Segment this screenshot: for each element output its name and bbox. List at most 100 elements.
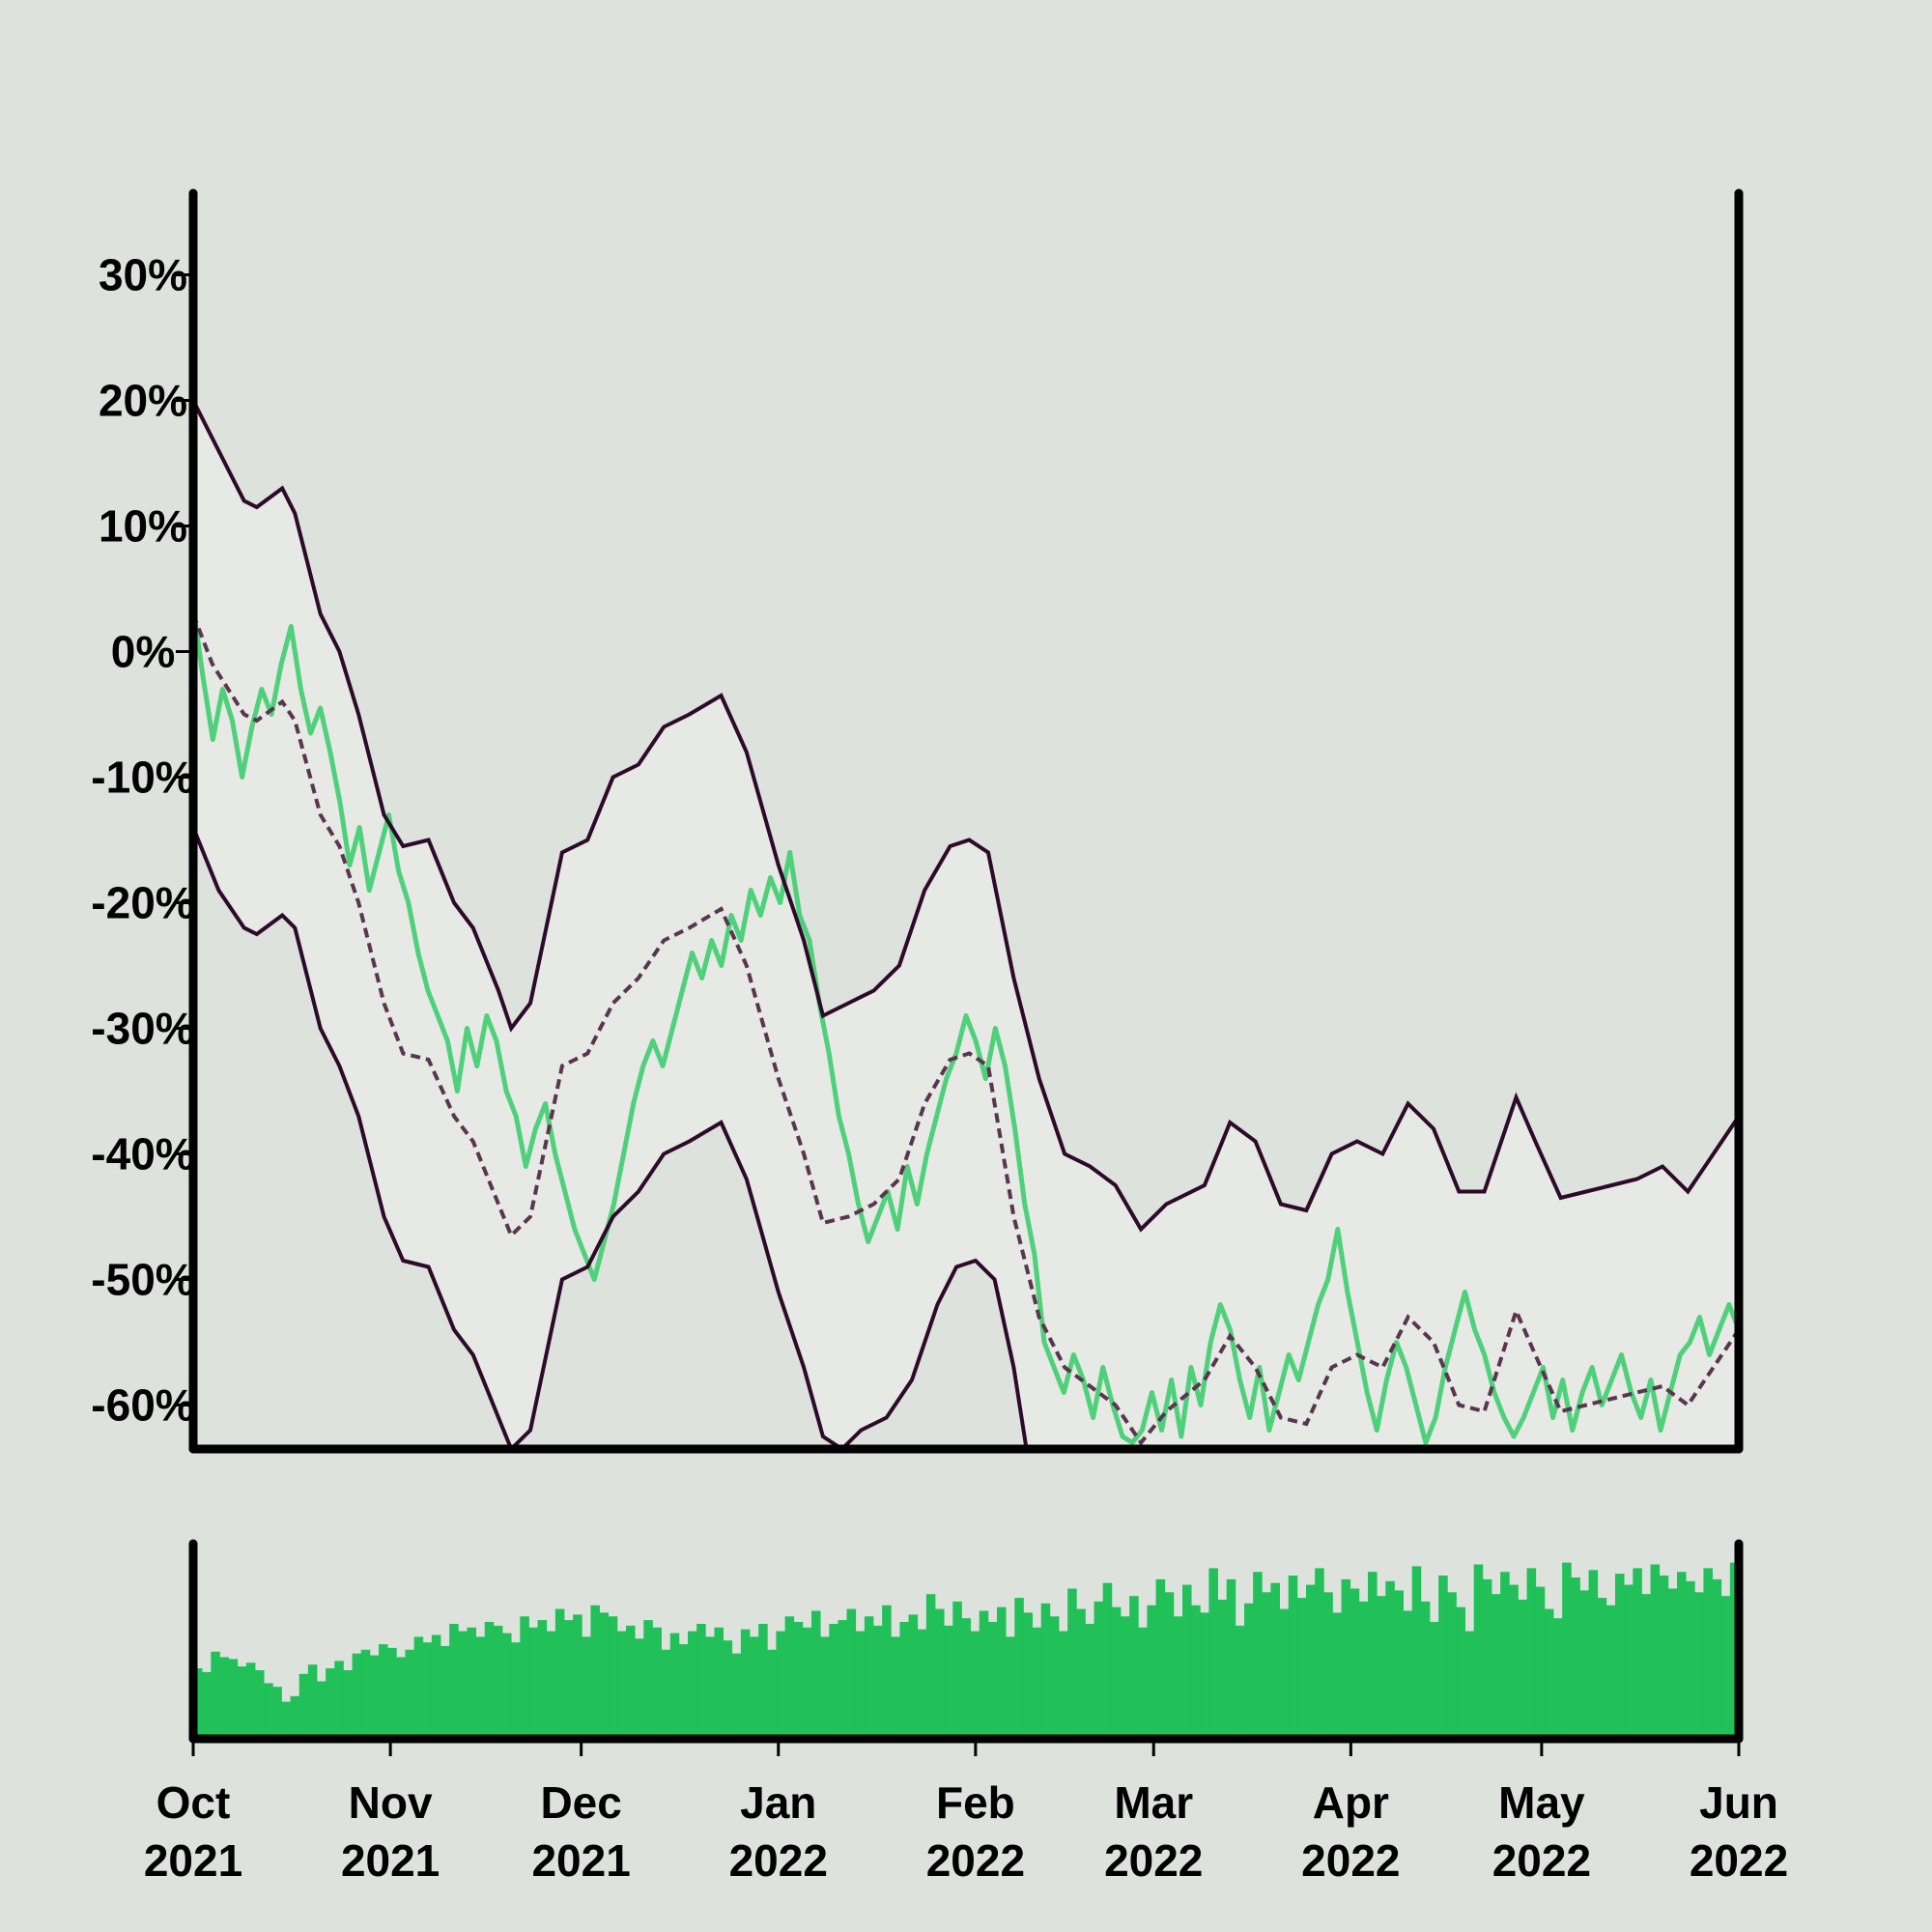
volume-bar xyxy=(1411,1566,1422,1739)
volume-bar xyxy=(1358,1601,1369,1739)
volume-bar xyxy=(740,1629,751,1739)
volume-bar xyxy=(1482,1578,1492,1739)
y-axis: 30% 20% 10% 0% -10% -20% -30% -40% -50% -60% xyxy=(91,250,194,1431)
y-tick-label: -10% xyxy=(91,753,194,803)
volume-bar xyxy=(1191,1605,1201,1739)
volume-bar xyxy=(352,1653,362,1739)
x-tick-year: 2022 xyxy=(1690,1835,1788,1886)
x-tick-month: Oct xyxy=(156,1777,231,1828)
volume-bar xyxy=(1147,1605,1156,1739)
volume-bar xyxy=(714,1627,724,1739)
volume-bar xyxy=(1544,1608,1554,1739)
volume-bar xyxy=(864,1616,874,1739)
volume-bar xyxy=(1650,1564,1661,1739)
y-tick-label: -20% xyxy=(91,878,194,928)
y-tick-label: 0% xyxy=(111,627,175,677)
volume-bar xyxy=(669,1633,680,1739)
volume-bar xyxy=(935,1608,945,1739)
volume-bar xyxy=(387,1647,397,1739)
x-tick-year: 2022 xyxy=(926,1835,1025,1886)
volume-bar xyxy=(1562,1562,1572,1739)
volume-bar xyxy=(1686,1580,1695,1739)
volume-bar xyxy=(1492,1594,1501,1739)
volume-bar xyxy=(1217,1600,1228,1739)
volume-bar xyxy=(1368,1572,1378,1739)
volume-bar xyxy=(281,1701,291,1739)
volume-bar xyxy=(1288,1576,1298,1739)
volume-bar xyxy=(961,1618,971,1739)
volume-bar xyxy=(1315,1568,1324,1739)
volume-bar xyxy=(1059,1631,1068,1739)
volume-bar xyxy=(758,1624,768,1739)
volume-bar xyxy=(1615,1574,1625,1739)
volume-bar xyxy=(1014,1598,1024,1739)
volume-bar xyxy=(652,1627,662,1739)
volume-bar xyxy=(1085,1624,1094,1739)
volume-bar xyxy=(1350,1588,1360,1739)
volume-bar xyxy=(1703,1568,1713,1739)
volume-bar xyxy=(255,1670,265,1739)
volume-bar xyxy=(1262,1592,1271,1739)
volume-bar xyxy=(219,1657,229,1739)
upper-band-line xyxy=(193,399,1739,1233)
volume-bar xyxy=(1464,1631,1475,1739)
volume-bar xyxy=(1579,1590,1589,1739)
volume-bar xyxy=(1023,1612,1033,1739)
volume-bar xyxy=(688,1631,697,1739)
volume-bar xyxy=(608,1616,618,1739)
volume-bar xyxy=(891,1636,900,1739)
volume-bar xyxy=(1385,1580,1395,1739)
volume-bar xyxy=(1526,1568,1537,1739)
volume-bar xyxy=(467,1627,476,1739)
volume-bar xyxy=(1270,1582,1280,1739)
volume-bar xyxy=(1456,1606,1465,1739)
x-tick-month: Jan xyxy=(740,1777,816,1828)
x-tick-year: 2022 xyxy=(1492,1835,1591,1886)
x-axis: Oct 2021 Nov 2021 Dec 2021 Jan 2022 Feb 2022 Mar 20… xyxy=(144,1739,1788,1886)
volume-bar xyxy=(829,1624,838,1739)
y-tick-label: -40% xyxy=(91,1129,194,1179)
volume-bar xyxy=(449,1624,459,1739)
volume-bar xyxy=(1040,1603,1051,1739)
volume-bar xyxy=(564,1620,574,1739)
volume-bar xyxy=(264,1683,273,1739)
volume-bar xyxy=(1677,1572,1687,1739)
volume-bar xyxy=(1323,1592,1333,1739)
axes xyxy=(188,188,1744,1744)
volume-bar xyxy=(882,1605,892,1739)
volume-bar xyxy=(1067,1588,1077,1739)
volume-bar xyxy=(750,1636,759,1739)
y-tick-label: 20% xyxy=(99,376,187,426)
volume-bar xyxy=(616,1631,627,1739)
volume-bar xyxy=(952,1601,962,1739)
volume-bar xyxy=(573,1614,582,1739)
volume-bar xyxy=(1447,1592,1457,1739)
volume-bar xyxy=(1182,1584,1192,1739)
volume-bar xyxy=(202,1671,212,1739)
volume-bar xyxy=(1605,1605,1616,1739)
y-tick-label: -60% xyxy=(91,1380,194,1431)
volume-bar xyxy=(475,1636,486,1739)
volume-bar xyxy=(1438,1576,1448,1739)
x-tick-year: 2021 xyxy=(144,1835,242,1886)
volume-bar xyxy=(582,1636,591,1739)
volume-bar xyxy=(925,1594,936,1739)
volume-bar xyxy=(1164,1592,1175,1739)
volume-bar xyxy=(537,1620,548,1739)
x-tick-month: Nov xyxy=(349,1777,433,1828)
volume-bar xyxy=(1641,1594,1651,1739)
volume-bar xyxy=(997,1606,1007,1739)
volume-bar xyxy=(405,1649,414,1739)
y-tick-label: -30% xyxy=(91,1004,194,1054)
x-tick-year: 2022 xyxy=(1104,1835,1203,1886)
volume-bar xyxy=(1049,1616,1060,1739)
moving-average-line xyxy=(193,612,1739,1446)
volume-bar xyxy=(1667,1588,1678,1739)
volume-bar xyxy=(979,1610,989,1739)
volume-bar xyxy=(1694,1592,1704,1739)
volume-bar xyxy=(599,1612,610,1739)
volume-bar xyxy=(1332,1612,1342,1739)
volume-bar xyxy=(1571,1577,1580,1739)
volume-bar xyxy=(1588,1570,1599,1739)
